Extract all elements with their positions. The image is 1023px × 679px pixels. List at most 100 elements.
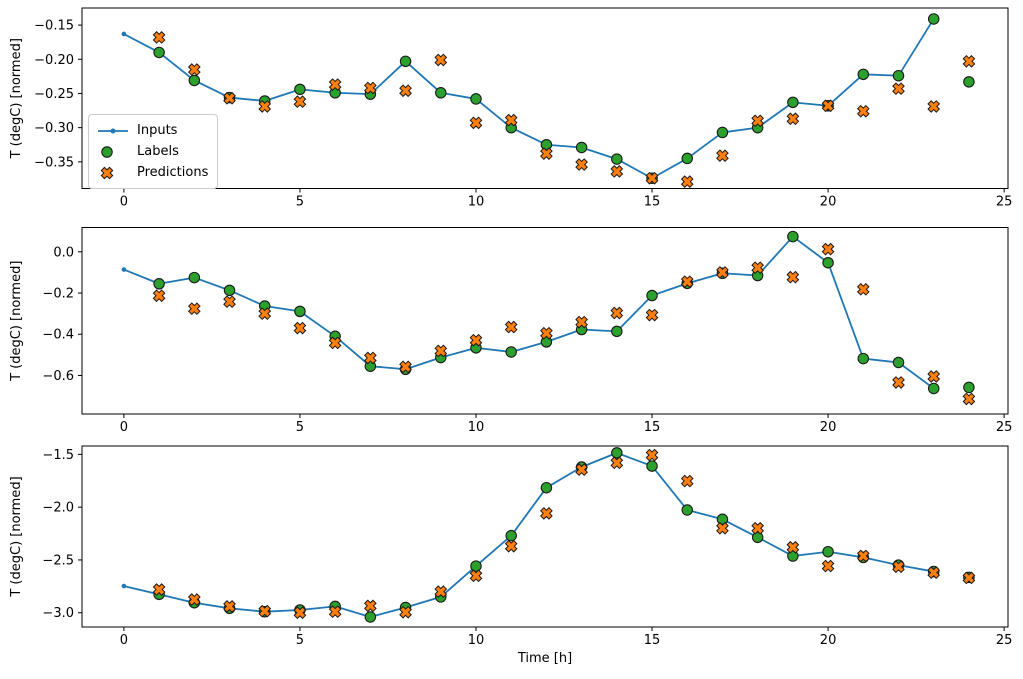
predictions-point — [892, 560, 905, 574]
predictions-point — [751, 114, 765, 128]
x-tick-label: 25 — [996, 633, 1013, 648]
predictions-point — [962, 392, 976, 406]
x-tick-label: 20 — [820, 633, 837, 648]
predictions-point — [786, 112, 800, 126]
labels-point — [787, 96, 799, 109]
predictions-point — [399, 605, 412, 619]
labels-point — [822, 256, 834, 269]
predictions-point — [328, 605, 342, 619]
predictions-point — [716, 266, 729, 279]
predictions-point — [786, 540, 800, 554]
x-tick-label: 25 — [996, 195, 1013, 210]
x-tick-label: 0 — [120, 633, 128, 648]
predictions-point — [856, 549, 870, 563]
labels-point — [822, 545, 834, 558]
predictions-point — [821, 559, 835, 573]
x-tick-label: 15 — [644, 633, 661, 648]
predictions-point — [856, 104, 870, 118]
predictions-point — [363, 599, 377, 613]
labels-point — [681, 152, 693, 165]
predictions-point — [610, 456, 624, 470]
labels-point — [294, 83, 306, 96]
labels-point — [892, 69, 905, 82]
inputs-line — [123, 18, 935, 180]
predictions-point — [152, 583, 166, 596]
labels-point — [470, 93, 482, 105]
predictions-point — [680, 275, 694, 289]
predictions-point — [645, 448, 659, 462]
legend: Inputs Labels Predictions — [88, 114, 218, 189]
subplot-1-frame — [81, 7, 1009, 189]
predictions-point — [187, 593, 201, 606]
labels-point — [646, 460, 658, 472]
predictions-point — [645, 308, 659, 322]
labels-point — [857, 352, 870, 365]
predictions-point — [469, 569, 483, 583]
predictions-point — [328, 336, 342, 350]
predictions-point — [821, 99, 835, 113]
y-tick-label: −1.5 — [42, 448, 74, 463]
predictions-point — [540, 147, 553, 160]
labels-point — [188, 74, 201, 87]
predictions-point — [927, 566, 941, 579]
labels-point — [681, 504, 693, 516]
y-tick-label: −3.0 — [42, 606, 74, 621]
y-tick-label: −0.4 — [42, 328, 74, 343]
labels-point — [611, 325, 623, 338]
predictions-point — [575, 463, 588, 477]
labels-point — [505, 346, 517, 358]
predictions-point — [187, 302, 201, 316]
predictions-point — [680, 474, 694, 488]
predictions-point — [223, 600, 236, 613]
predictions-point — [152, 31, 166, 44]
x-cross-icon — [100, 166, 114, 179]
labels-point — [188, 271, 201, 284]
predictions-point — [363, 351, 377, 365]
labels-point — [575, 141, 588, 154]
subplot-3-frame — [81, 445, 1009, 628]
x-tick-label: 20 — [820, 420, 837, 435]
x-tick-label: 5 — [296, 195, 304, 210]
subplot-2-frame — [81, 227, 1009, 415]
predictions-point — [575, 315, 588, 329]
predictions-point — [223, 295, 236, 309]
labels-point — [787, 230, 799, 243]
predictions-point — [610, 165, 624, 178]
y-tick-label: −0.25 — [34, 87, 74, 102]
inputs-point — [121, 267, 127, 272]
predictions-point — [363, 81, 377, 95]
x-tick-label: 0 — [120, 195, 128, 210]
predictions-point — [610, 306, 624, 320]
labels-point — [716, 513, 729, 526]
predictions-point — [962, 54, 976, 68]
labels-point — [963, 381, 975, 394]
y-axis-label: T (degC) [normed] — [9, 476, 24, 597]
x-tick-label: 5 — [296, 633, 304, 648]
predictions-point — [540, 507, 553, 520]
predictions-point — [469, 333, 483, 347]
predictions-point — [821, 242, 835, 256]
predictions-point — [540, 326, 553, 340]
predictions-point — [187, 63, 201, 76]
labels-point — [153, 46, 165, 59]
predictions-point — [892, 82, 905, 96]
predictions-point — [434, 53, 448, 67]
labels-point — [540, 481, 553, 494]
predictions-point — [716, 521, 729, 535]
predictions-point — [293, 606, 307, 620]
predictions-point — [786, 270, 800, 284]
y-tick-label: −0.35 — [34, 155, 74, 170]
labels-point — [611, 153, 623, 165]
line-dot-icon — [98, 128, 128, 133]
legend-label-inputs: Inputs — [137, 122, 178, 138]
y-tick-label: −0.15 — [34, 19, 74, 34]
y-axis-label: T (degC) [normed] — [9, 261, 24, 382]
labels-point — [364, 611, 377, 623]
predictions-point — [293, 321, 307, 335]
predictions-point — [152, 289, 166, 303]
predictions-point — [293, 95, 307, 109]
labels-point — [153, 278, 165, 290]
predictions-point — [258, 100, 272, 113]
